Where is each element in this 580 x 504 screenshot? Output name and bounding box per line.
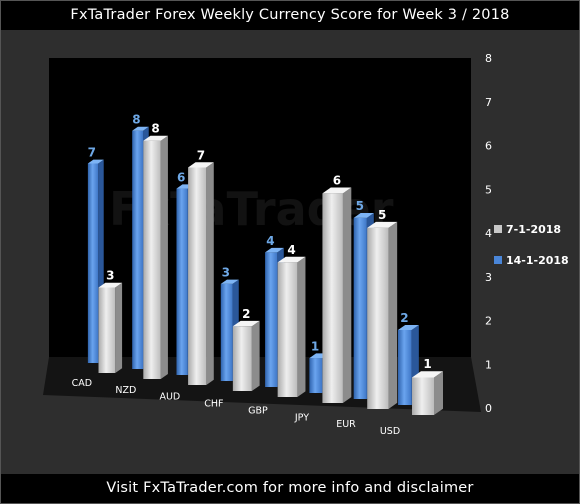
bar-side [434,371,443,415]
data-label-older: 8 [151,122,159,136]
chart-legend: 7-1-2018 14-1-2018 [494,223,569,267]
x-tick-label: CHF [204,399,223,410]
bar-front [277,262,298,397]
footer-disclaimer: Visit FxTaTrader.com for more info and d… [1,474,579,503]
bar-top [322,187,352,194]
x-tick-label: CAD [72,378,92,389]
y-tick-label: 6 [485,140,492,153]
legend-swatch [494,256,502,264]
x-tick-label: JPY [294,412,309,423]
bar-side [297,256,306,397]
bar-layer [87,126,443,415]
bar-front [232,326,252,391]
bar-side [388,221,398,409]
bar-top [277,256,306,263]
bar-older-chf [232,320,260,391]
bar-top [398,324,419,330]
y-tick-label: 7 [485,96,492,109]
bar-older-eur [367,221,398,409]
data-label-newer: 2 [400,311,408,325]
data-label-newer: 1 [311,339,319,353]
chart-title: FxTaTrader Forex Weekly Currency Score f… [1,1,579,30]
bar-older-gbp [277,256,306,397]
bar-older-jpy [322,187,352,403]
bar-top [367,221,398,228]
bar-front [309,358,323,393]
y-tick-label: 2 [485,315,492,328]
bar-front [176,188,188,375]
x-tick-label: AUD [159,392,180,403]
x-tick-label: GBP [248,405,268,416]
bar-top [132,126,149,131]
y-tick-label: 8 [485,52,492,65]
bar-top [353,213,374,218]
bar-top [143,135,168,141]
data-label-newer: 7 [88,146,96,160]
x-tick-label: USD [380,426,400,437]
data-label-newer: 8 [132,113,140,127]
bar-older-aud [188,162,214,385]
data-label-older: 3 [106,269,114,283]
bar-chart: FxTaTrader 01234567873CAD88NZD67AUD32CHF… [43,52,569,437]
bar-older-nzd [143,135,168,379]
bar-front [367,227,389,409]
data-label-newer: 3 [222,266,230,280]
y-tick-label: 3 [485,271,492,284]
bar-newer-usd [398,324,419,405]
bar-side [206,162,214,385]
legend-item-newer: 14-1-2018 [494,254,569,267]
bar-front [412,377,434,415]
x-tick-label: EUR [336,419,356,430]
bar-front [322,193,343,403]
data-label-newer: 6 [177,170,185,184]
data-label-newer: 5 [356,199,364,213]
bar-older-usd [412,371,443,415]
data-label-older: 1 [423,357,431,371]
bar-side [342,187,352,403]
bar-front [132,130,144,369]
legend-label: 14-1-2018 [506,254,569,267]
data-label-older: 4 [287,243,295,257]
data-label-older: 2 [242,307,250,321]
bar-top [265,247,284,253]
data-label-older: 5 [378,208,386,222]
bar-side [160,135,168,379]
legend-swatch [494,225,502,233]
bar-front [353,217,367,399]
bar-front [265,252,278,387]
bar-top [188,162,214,168]
bar-front [143,140,161,379]
bar-side [251,320,260,391]
label-layer: 01234567873CAD88NZD67AUD32CHF44GBP16JPY5… [72,52,492,437]
data-label-older: 6 [333,174,341,188]
bar-older-cad [98,282,123,373]
bar-top [98,282,123,288]
data-label-newer: 4 [266,234,274,248]
bar-top [220,279,239,284]
bar-front [87,163,99,363]
y-tick-label: 0 [485,402,492,415]
bar-top [412,371,443,378]
data-label-older: 7 [197,148,205,162]
y-tick-label: 1 [485,358,492,371]
bar-front [398,330,412,405]
y-tick-label: 4 [485,227,492,240]
legend-item-older: 7-1-2018 [494,223,561,236]
bar-top [232,320,260,327]
bar-front [220,283,233,381]
y-tick-label: 5 [485,183,492,196]
bar-front [188,167,207,385]
x-tick-label: NZD [115,385,136,396]
bar-side [115,282,123,373]
legend-label: 7-1-2018 [506,223,561,236]
bar-top [87,159,104,164]
bar-front [98,287,116,373]
